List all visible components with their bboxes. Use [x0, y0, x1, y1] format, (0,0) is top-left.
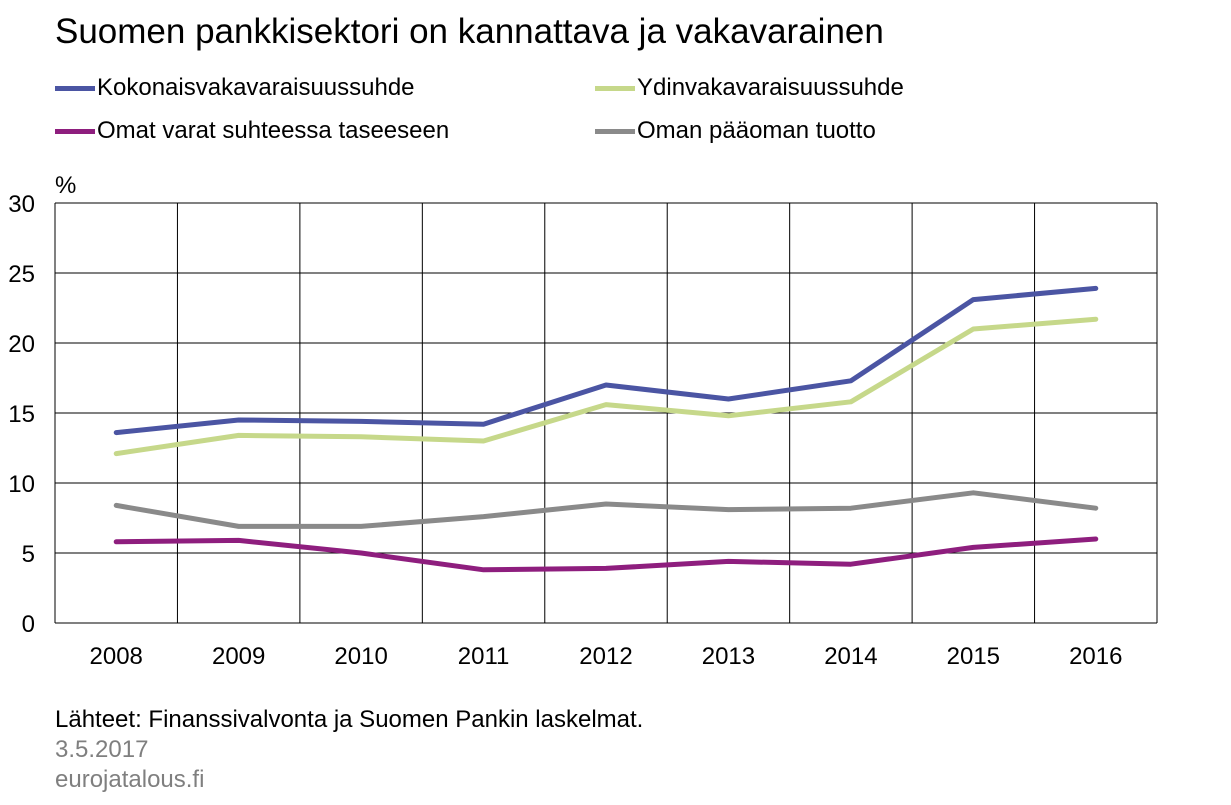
chart-title: Suomen pankkisektori on kannattava ja va…	[55, 12, 884, 51]
x-tick-label: 2011	[458, 643, 510, 670]
x-tick-label: 2014	[824, 643, 877, 670]
legend-swatch	[55, 85, 95, 91]
site-name: eurojatalous.fi	[55, 766, 205, 793]
source-note: Lähteet: Finanssivalvonta ja Suomen Pank…	[55, 706, 644, 733]
y-tick-label: 10	[8, 471, 35, 498]
x-tick-label: 2008	[90, 643, 143, 670]
x-tick-label: 2015	[947, 643, 1000, 670]
series-line-1	[113, 285, 1099, 436]
legend-label: Ydinvakavaraisuussuhde	[637, 74, 904, 101]
y-tick-label: 20	[8, 331, 35, 358]
series-line-3	[113, 536, 1099, 573]
series-line-2	[113, 316, 1099, 457]
series-line-4	[113, 490, 1099, 529]
legend-swatch	[55, 128, 95, 134]
legend-label: Omat varat suhteessa taseeseen	[97, 117, 450, 144]
x-tick-label: 2013	[702, 643, 755, 670]
y-axis-unit: %	[55, 172, 77, 199]
legend-swatch	[595, 128, 635, 134]
legend-swatch	[595, 85, 635, 91]
legend-label: Kokonaisvakavaraisuussuhde	[97, 74, 415, 101]
y-tick-label: 30	[8, 191, 35, 218]
x-tick-label: 2010	[334, 643, 387, 670]
legend-item-kokonaisvakavaraisuussuhde: Kokonaisvakavaraisuussuhde	[55, 74, 415, 102]
legend-item-oman-paaoman-tuotto: Oman pääoman tuotto	[595, 117, 876, 145]
y-tick-label: 0	[22, 611, 35, 638]
legend-item-omat-varat: Omat varat suhteessa taseeseen	[55, 117, 449, 145]
legend-item-ydinvakavaraisuussuhde: Ydinvakavaraisuussuhde	[595, 74, 904, 102]
y-tick-label: 25	[8, 261, 35, 288]
publish-date: 3.5.2017	[55, 736, 149, 763]
x-tick-label: 2009	[212, 643, 265, 670]
x-tick-label: 2016	[1069, 643, 1122, 670]
legend-label: Oman pääoman tuotto	[637, 117, 876, 144]
y-tick-label: 15	[8, 401, 35, 428]
y-tick-label: 5	[22, 541, 35, 568]
x-tick-label: 2012	[579, 643, 632, 670]
